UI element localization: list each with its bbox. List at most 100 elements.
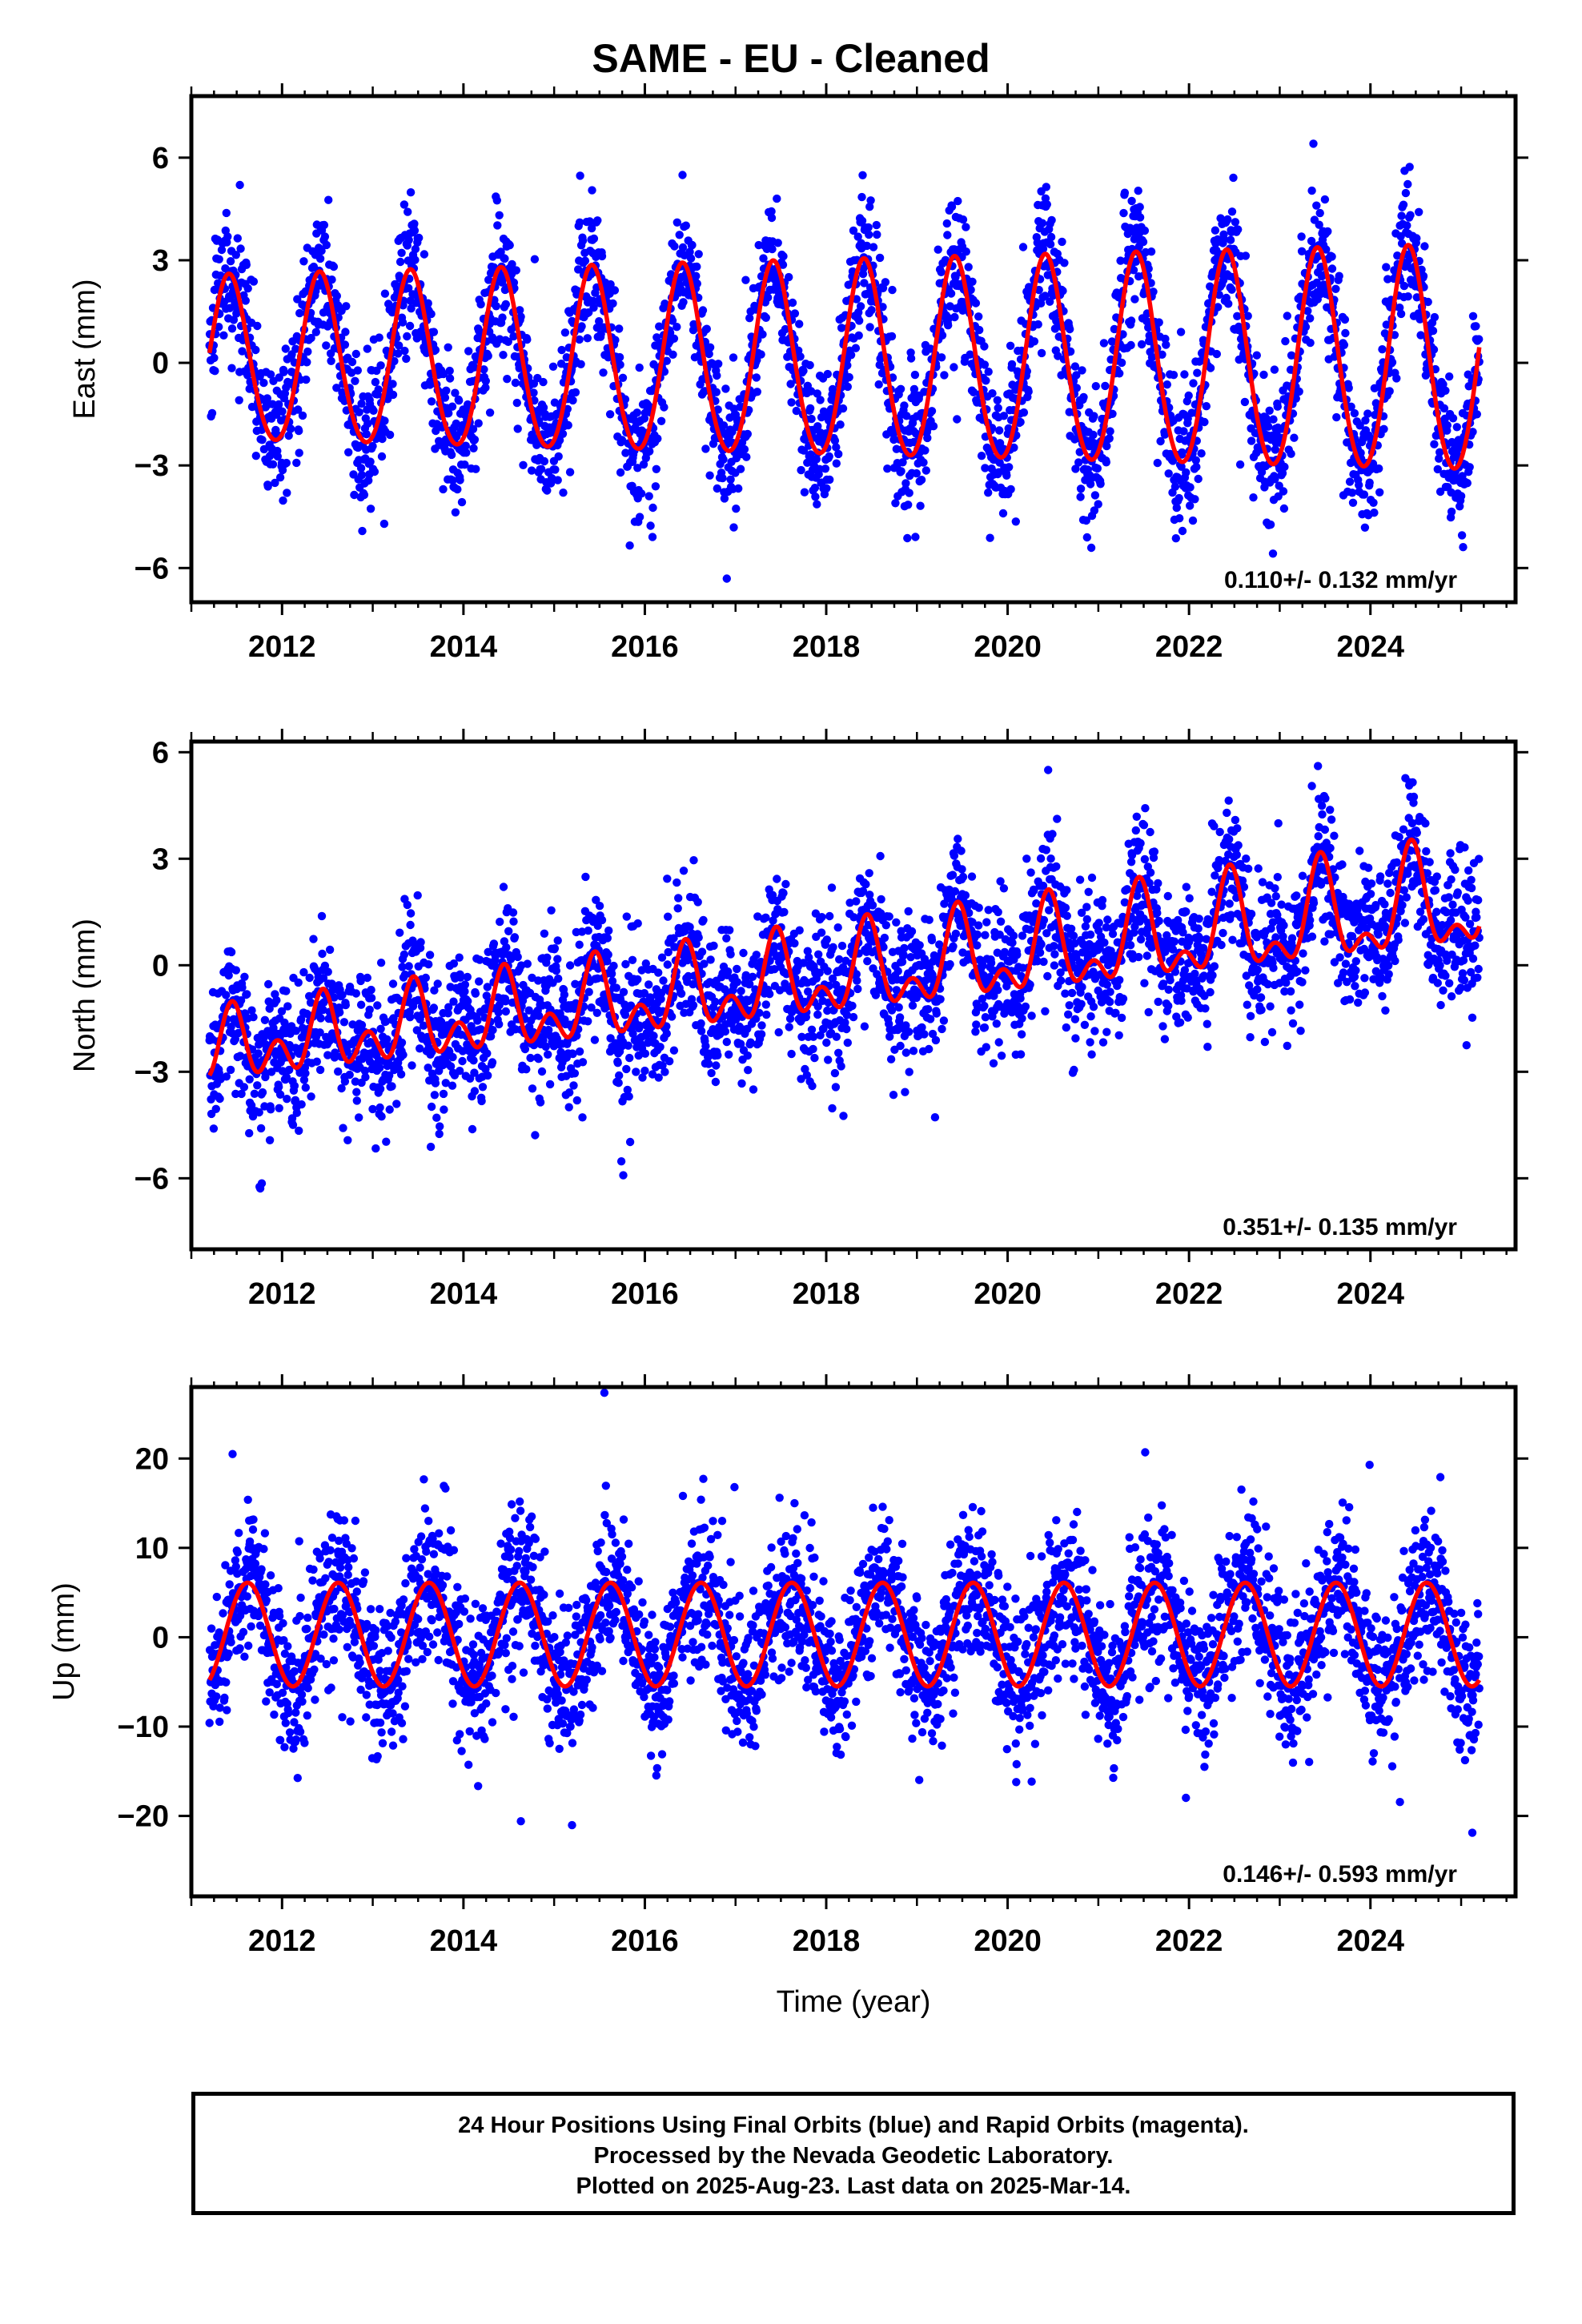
east-data-point	[484, 275, 493, 284]
east-data-point	[1309, 139, 1318, 148]
north-data-point	[697, 1027, 706, 1035]
east-data-point	[1142, 316, 1151, 326]
east-data-point	[1116, 256, 1125, 265]
east-data-point	[480, 365, 488, 374]
north-data-point	[781, 879, 790, 889]
north-data-point	[257, 1179, 267, 1188]
east-data-point	[527, 466, 536, 475]
east-data-point	[625, 541, 634, 550]
east-x-tick-label: 2016	[611, 630, 679, 664]
east-data-point	[1327, 252, 1336, 261]
north-data-point	[373, 1001, 382, 1010]
east-data-point	[971, 299, 981, 308]
east-data-point	[864, 223, 873, 232]
north-data-point	[705, 1059, 713, 1068]
east-data-point	[869, 243, 878, 251]
east-data-point	[1106, 427, 1114, 436]
east-data-point	[917, 476, 926, 485]
east-data-point	[431, 345, 440, 355]
north-data-point	[307, 1092, 315, 1101]
east-data-point	[291, 344, 300, 353]
east-data-point	[1086, 480, 1095, 489]
east-data-point	[357, 471, 367, 480]
east-data-point	[1076, 485, 1086, 493]
east-data-point	[929, 422, 938, 431]
east-data-point	[1058, 237, 1066, 247]
north-data-point	[448, 1081, 457, 1090]
east-data-point	[319, 220, 329, 230]
north-data-point	[316, 1014, 325, 1023]
north-data-point	[523, 959, 532, 968]
east-data-point	[1297, 232, 1306, 241]
east-data-point	[1301, 323, 1311, 332]
north-data-point	[644, 980, 653, 989]
east-data-point	[576, 171, 584, 180]
north-data-point	[433, 979, 442, 988]
north-data-point	[388, 979, 398, 988]
east-data-point	[1235, 460, 1245, 469]
north-data-point	[726, 950, 735, 959]
east-data-point	[968, 277, 977, 286]
east-data-point	[813, 389, 821, 398]
north-data-point	[757, 1030, 766, 1039]
east-data-point	[404, 207, 412, 216]
east-data-point	[366, 505, 375, 513]
east-data-point	[461, 441, 470, 450]
east-data-point	[462, 448, 471, 457]
north-data-point	[502, 943, 511, 952]
north-data-point	[504, 927, 513, 936]
east-data-point	[504, 337, 512, 346]
east-data-point	[370, 467, 379, 476]
north-data-point	[613, 1059, 622, 1068]
east-data-point	[1066, 324, 1074, 334]
east-data-point	[283, 489, 291, 497]
east-data-point	[226, 257, 235, 266]
east-data-point	[1144, 264, 1153, 273]
east-data-point	[427, 397, 436, 406]
north-data-point	[508, 908, 518, 917]
east-data-point	[432, 426, 440, 436]
east-data-point	[1197, 449, 1206, 458]
east-data-point	[1126, 340, 1135, 350]
east-data-point	[1266, 520, 1275, 529]
east-data-point	[958, 215, 968, 224]
east-data-point	[456, 476, 464, 485]
east-data-point	[837, 324, 846, 332]
north-data-point	[528, 1084, 537, 1093]
east-data-point	[937, 267, 946, 276]
north-data-point	[522, 1065, 531, 1074]
east-data-point	[402, 354, 411, 364]
east-data-point	[505, 241, 514, 250]
east-data-point	[853, 232, 862, 241]
east-data-point	[1355, 480, 1363, 489]
east-data-point	[1096, 480, 1105, 489]
east-data-point	[1184, 391, 1193, 400]
east-data-point	[385, 430, 395, 440]
east-data-point	[1079, 392, 1088, 402]
east-data-point	[543, 486, 552, 495]
east-data-point	[1430, 312, 1439, 322]
east-data-point	[529, 388, 538, 397]
east-data-point	[1265, 406, 1274, 415]
north-data-point	[352, 1088, 361, 1096]
east-data-point	[390, 356, 399, 366]
east-data-point	[429, 328, 439, 336]
east-data-point	[902, 412, 911, 420]
north-data-point	[484, 1071, 492, 1080]
east-data-point	[332, 292, 341, 300]
north-data-point	[689, 856, 698, 865]
east-data-point	[1229, 173, 1238, 183]
east-data-point	[1383, 275, 1392, 283]
east-data-point	[1322, 245, 1331, 254]
east-data-point	[646, 521, 655, 530]
north-data-point	[339, 1124, 347, 1132]
north-data-point	[439, 1089, 448, 1099]
east-data-point	[953, 415, 962, 424]
north-data-point	[761, 1000, 770, 1009]
east-data-point	[1419, 271, 1428, 280]
east-data-point	[1076, 493, 1085, 501]
east-data-point	[1174, 493, 1183, 503]
east-data-point	[1279, 487, 1288, 496]
north-data-point	[499, 883, 508, 891]
north-data-point	[382, 1137, 391, 1146]
